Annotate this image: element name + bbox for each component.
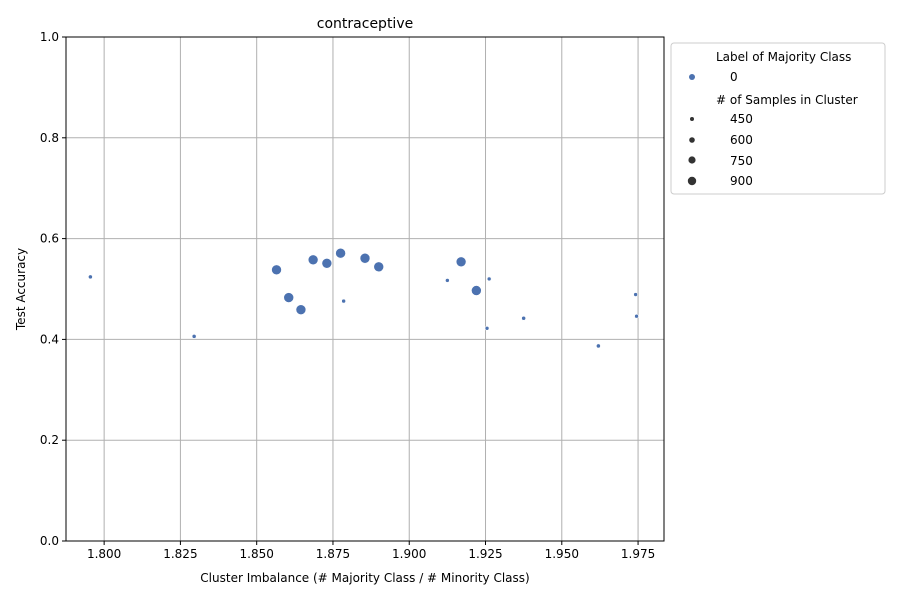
- legend-hue-entry: 0: [730, 70, 738, 84]
- x-tick-label: 1.825: [163, 547, 197, 561]
- scatter-point: [373, 261, 385, 273]
- scatter-point: [634, 313, 639, 319]
- y-tick-label: 0.4: [40, 332, 59, 346]
- x-tick-label: 1.900: [392, 547, 426, 561]
- legend-size-marker-750: [688, 156, 696, 164]
- legend: Label of Majority Class 0 # of Samples i…: [670, 42, 886, 195]
- scatter-point: [307, 254, 319, 266]
- x-tick-label: 1.975: [621, 547, 655, 561]
- y-tick-label: 1.0: [40, 30, 59, 44]
- legend-hue-marker: [689, 74, 695, 80]
- scatter-point: [486, 276, 492, 282]
- scatter-point: [521, 315, 527, 321]
- scatter-point: [88, 274, 93, 280]
- x-axis-label: Cluster Imbalance (# Majority Class / # …: [200, 571, 529, 585]
- scatter-point: [471, 285, 482, 296]
- scatter-point: [445, 278, 450, 283]
- legend-size-marker-450: [690, 117, 694, 121]
- legend-size-marker-900: [687, 176, 697, 186]
- legend-size-marker-600: [689, 137, 695, 143]
- scatter-point: [191, 334, 197, 339]
- legend-size-entry-450: 450: [730, 112, 753, 126]
- x-tick-label: 1.800: [87, 547, 121, 561]
- scatter-point: [335, 247, 346, 259]
- points-layer: [88, 247, 639, 349]
- chart-title: contraceptive: [317, 16, 413, 32]
- legend-size-entry-600: 600: [730, 133, 753, 147]
- scatter-point: [321, 257, 333, 269]
- legend-size-title: # of Samples in Cluster: [716, 93, 858, 107]
- x-tick-label: 1.850: [240, 547, 274, 561]
- scatter-point: [295, 304, 307, 315]
- y-tick-label: 0.2: [40, 433, 59, 447]
- legend-size-entry-900: 900: [730, 174, 753, 188]
- scatter-point: [455, 256, 467, 268]
- legend-box: [670, 42, 886, 195]
- scatter-point: [271, 264, 282, 276]
- scatter-point: [341, 298, 346, 304]
- y-axis-label: Test Accuracy: [14, 248, 28, 331]
- scatter-point: [633, 292, 638, 297]
- ticks-layer: 1.800 1.825 1.850 1.875 1.900 1.925 1.950 1.975…: [40, 30, 655, 561]
- x-tick-label: 1.875: [316, 547, 350, 561]
- y-tick-label: 0.6: [40, 232, 59, 246]
- x-tick-label: 1.925: [468, 547, 502, 561]
- legend-size-entry-750: 750: [730, 154, 753, 168]
- y-tick-label: 0.0: [40, 534, 59, 548]
- scatter-point: [359, 252, 371, 264]
- y-tick-label: 0.8: [40, 131, 59, 145]
- legend-hue-title: Label of Majority Class: [716, 50, 851, 64]
- scatter-point: [283, 292, 295, 303]
- scatter-point: [484, 326, 490, 331]
- axes-frame: [65, 36, 665, 542]
- x-tick-label: 1.950: [545, 547, 579, 561]
- scatter-point: [596, 343, 601, 349]
